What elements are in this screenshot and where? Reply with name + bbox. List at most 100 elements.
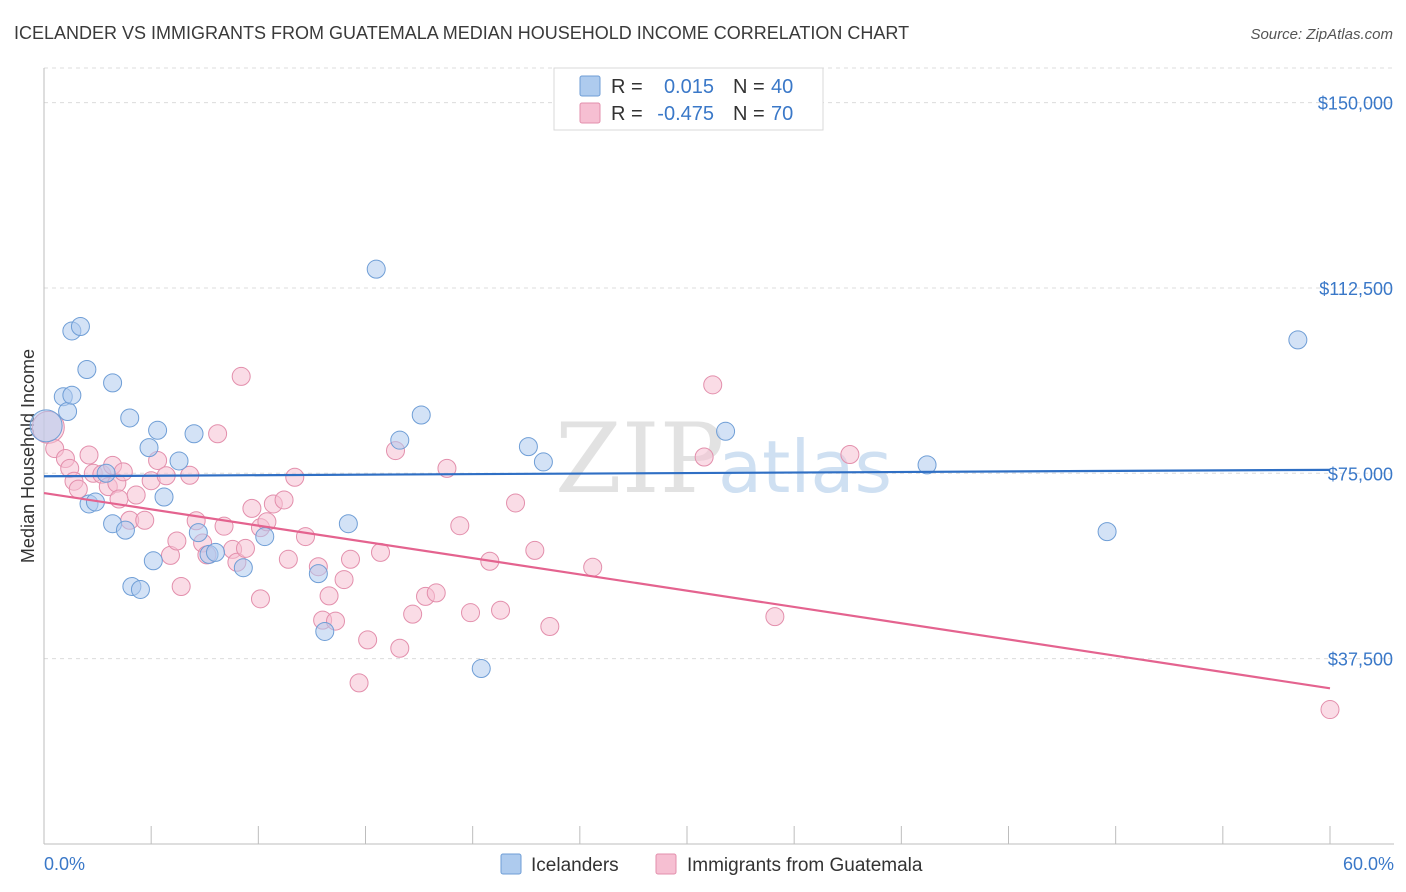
guatemala-point <box>525 540 545 560</box>
icelander-point <box>115 520 135 540</box>
icelander-point <box>29 409 63 443</box>
icelander-point <box>139 438 159 458</box>
guatemala-point <box>450 516 470 536</box>
icelander-point <box>70 317 90 337</box>
guatemala-point <box>694 447 714 467</box>
x-tick-label-max: 60.0% <box>1343 854 1394 874</box>
icelander-point <box>143 551 163 571</box>
icelander-point <box>103 373 123 393</box>
y-tick-labels: $37,500 $75,000 $112,500 $150,000 <box>1318 94 1393 670</box>
trend-line-icelanders <box>43 468 1331 478</box>
icelander-point <box>130 579 150 599</box>
icelander-point <box>1288 330 1308 350</box>
legend-n-value-guatemala: 70 <box>771 103 793 125</box>
guatemala-point <box>334 570 354 590</box>
icelander-point <box>77 360 97 380</box>
guatemala-point <box>250 589 270 609</box>
guatemala-point <box>319 586 339 606</box>
guatemala-point <box>231 366 251 386</box>
guatemala-point <box>171 576 191 596</box>
icelander-point <box>471 659 491 679</box>
guatemala-point <box>426 583 446 603</box>
guatemala-point <box>390 638 410 658</box>
chart-source: Source: ZipAtlas.com <box>1250 26 1393 43</box>
icelander-point <box>184 424 204 444</box>
guatemala-point <box>437 458 457 478</box>
guatemala-point <box>358 630 378 650</box>
icelander-point <box>390 430 410 450</box>
icelander-point <box>315 621 335 641</box>
icelander-point <box>96 463 116 483</box>
watermark: ZIP atlas <box>555 403 892 515</box>
guatemala-point <box>208 424 228 444</box>
guatemala-point <box>349 673 369 693</box>
bottom-legend-swatch-guatemala <box>655 853 677 875</box>
bottom-legend-swatch-icelanders <box>500 853 522 875</box>
guatemala-point <box>113 462 133 482</box>
guatemala-point <box>126 485 146 505</box>
y-tick-label: $75,000 <box>1328 464 1393 484</box>
x-tick-label-min: 0.0% <box>44 854 85 874</box>
guatemala-point <box>1320 700 1340 720</box>
legend-n-label-icelanders: N = <box>733 76 765 98</box>
y-tick-label: $150,000 <box>1318 94 1393 114</box>
trend-line-guatemala <box>43 491 1331 690</box>
icelander-point <box>308 564 328 584</box>
guatemala-point <box>235 538 255 558</box>
legend-n-value-icelanders: 40 <box>771 76 793 98</box>
bottom-legend-label-icelanders: Icelanders <box>531 855 619 876</box>
x-axis-ticks <box>43 826 1331 844</box>
watermark-atlas: atlas <box>718 425 892 509</box>
series-icelanders <box>29 259 1308 679</box>
icelander-point <box>338 514 358 534</box>
icelander-point <box>716 421 736 441</box>
icelander-point <box>62 385 82 405</box>
icelander-point <box>58 402 78 422</box>
legend-n-label-guatemala: N = <box>733 103 765 125</box>
icelander-point <box>411 405 431 425</box>
icelander-point <box>188 523 208 543</box>
bottom-legend-label-guatemala: Immigrants from Guatemala <box>687 855 923 876</box>
icelander-point <box>1097 522 1117 542</box>
trend-lines <box>43 468 1331 690</box>
guatemala-point <box>278 549 298 569</box>
legend-swatch-icelanders <box>579 75 601 97</box>
guatemala-point <box>583 557 603 577</box>
y-tick-label: $37,500 <box>1328 650 1393 670</box>
legend-r-label-guatemala: R = <box>611 103 643 125</box>
legend-swatch-guatemala <box>579 102 601 124</box>
stats-legend: R = 0.015 N = 40 R = -0.475 N = 70 <box>553 67 824 131</box>
guatemala-point <box>540 617 560 637</box>
guatemala-point <box>295 527 315 547</box>
icelander-point <box>533 452 553 472</box>
guatemala-point <box>461 603 481 623</box>
icelander-point <box>255 527 275 547</box>
legend-r-value-icelanders: 0.015 <box>664 76 714 98</box>
guatemala-point <box>167 531 187 551</box>
icelander-point <box>169 451 189 471</box>
icelander-point <box>120 408 140 428</box>
series-legend: Icelanders Immigrants from Guatemala <box>500 853 923 876</box>
y-axis-label: Median Household Income <box>18 349 38 563</box>
guatemala-point <box>135 510 155 530</box>
chart-title: ICELANDER VS IMMIGRANTS FROM GUATEMALA M… <box>14 23 909 43</box>
icelander-point <box>366 259 386 279</box>
icelander-point <box>233 558 253 578</box>
legend-r-label-icelanders: R = <box>611 76 643 98</box>
guatemala-point <box>274 490 294 510</box>
legend-r-value-guatemala: -0.475 <box>657 103 714 125</box>
guatemala-point <box>491 600 511 620</box>
icelander-point <box>154 487 174 507</box>
guatemala-point <box>403 604 423 624</box>
guatemala-point <box>242 498 262 518</box>
icelander-point <box>148 420 168 440</box>
y-tick-label: $112,500 <box>1319 279 1393 299</box>
icelander-point <box>205 542 225 562</box>
guatemala-point <box>68 479 88 499</box>
guatemala-point <box>840 445 860 465</box>
guatemala-point <box>340 549 360 569</box>
guatemala-point <box>285 467 305 487</box>
guatemala-point <box>765 607 785 627</box>
icelander-point <box>917 455 937 475</box>
